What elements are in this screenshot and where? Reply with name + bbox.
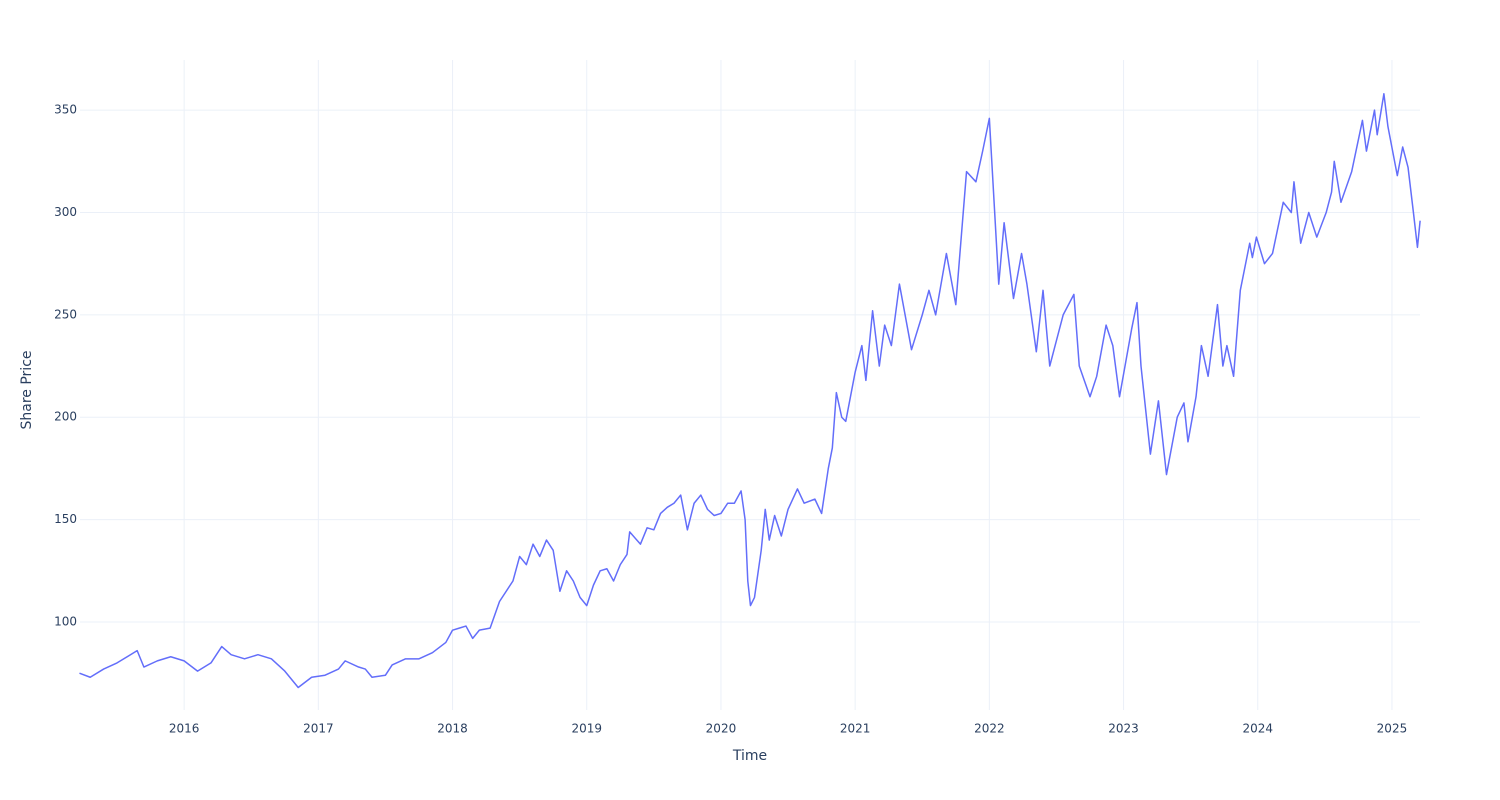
y-tick-label: 250 xyxy=(54,307,77,321)
y-tick-label: 150 xyxy=(54,512,77,526)
x-tick-label: 2018 xyxy=(437,722,468,736)
y-tick-label: 200 xyxy=(54,410,77,424)
y-axis-title: Share Price xyxy=(19,350,35,429)
x-tick-label: 2025 xyxy=(1377,722,1408,736)
x-tick-label: 2023 xyxy=(1108,722,1139,736)
x-tick-label: 2017 xyxy=(303,722,334,736)
x-tick-label: 2022 xyxy=(974,722,1005,736)
x-axis-title: Time xyxy=(732,748,767,764)
x-tick-label: 2020 xyxy=(706,722,737,736)
price-line xyxy=(79,93,1421,689)
x-tick-label: 2021 xyxy=(840,722,871,736)
x-tick-label: 2024 xyxy=(1242,722,1273,736)
y-tick-label: 100 xyxy=(54,614,77,628)
y-tick-label: 350 xyxy=(54,103,77,117)
y-tick-label: 300 xyxy=(54,205,77,219)
x-tick-label: 2016 xyxy=(169,722,200,736)
x-tick-label: 2019 xyxy=(571,722,602,736)
